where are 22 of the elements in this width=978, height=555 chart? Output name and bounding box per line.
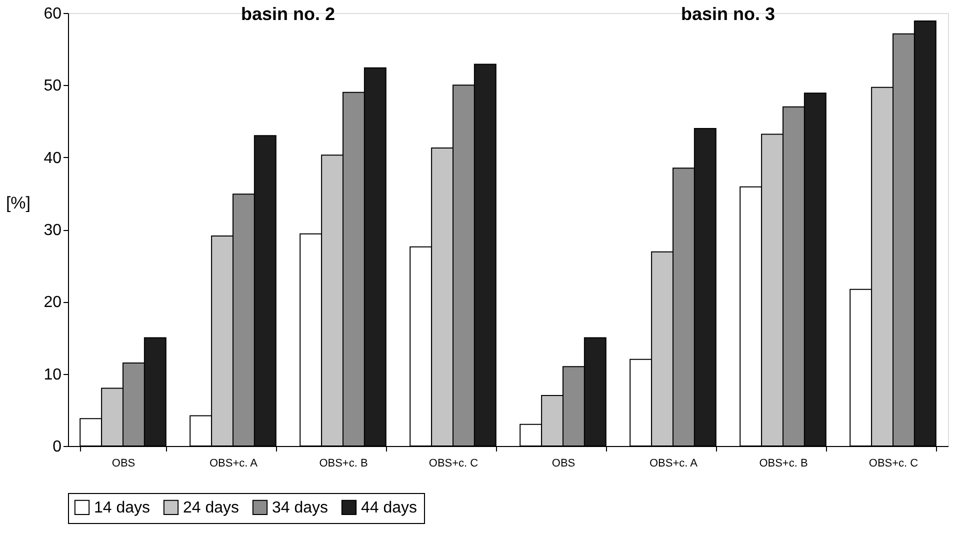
x-tick-label: OBS+c. B xyxy=(319,458,368,470)
legend-label: 14 days xyxy=(94,499,150,516)
y-tick-label: 40 xyxy=(44,150,62,167)
x-tick-label: OBS+c. A xyxy=(210,458,258,470)
y-tick-label: 50 xyxy=(44,78,62,95)
y-tick-label: 10 xyxy=(44,366,62,384)
x-tick-label: OBS+c. C xyxy=(868,458,918,470)
legend-label: 24 days xyxy=(183,499,240,516)
y-tick-label: 30 xyxy=(44,222,62,239)
x-tick-label: OBS+c. C xyxy=(428,458,478,470)
legend-label: 34 days xyxy=(272,499,328,516)
y-tick-label: 60 xyxy=(44,6,62,22)
y-axis-title: [%] xyxy=(6,194,30,213)
x-tick-label: OBS xyxy=(552,458,576,470)
annotation: basin no. 3 xyxy=(680,4,776,24)
y-tick-label: 0 xyxy=(52,438,62,456)
x-tick-label: OBS xyxy=(112,458,136,470)
x-tick-label: OBS+c. B xyxy=(759,458,808,470)
x-tick-label: OBS+c. A xyxy=(650,458,698,470)
annotation: basin no. 2 xyxy=(240,4,336,24)
legend-label: 44 days xyxy=(361,499,418,516)
y-tick-label: 20 xyxy=(44,294,62,312)
